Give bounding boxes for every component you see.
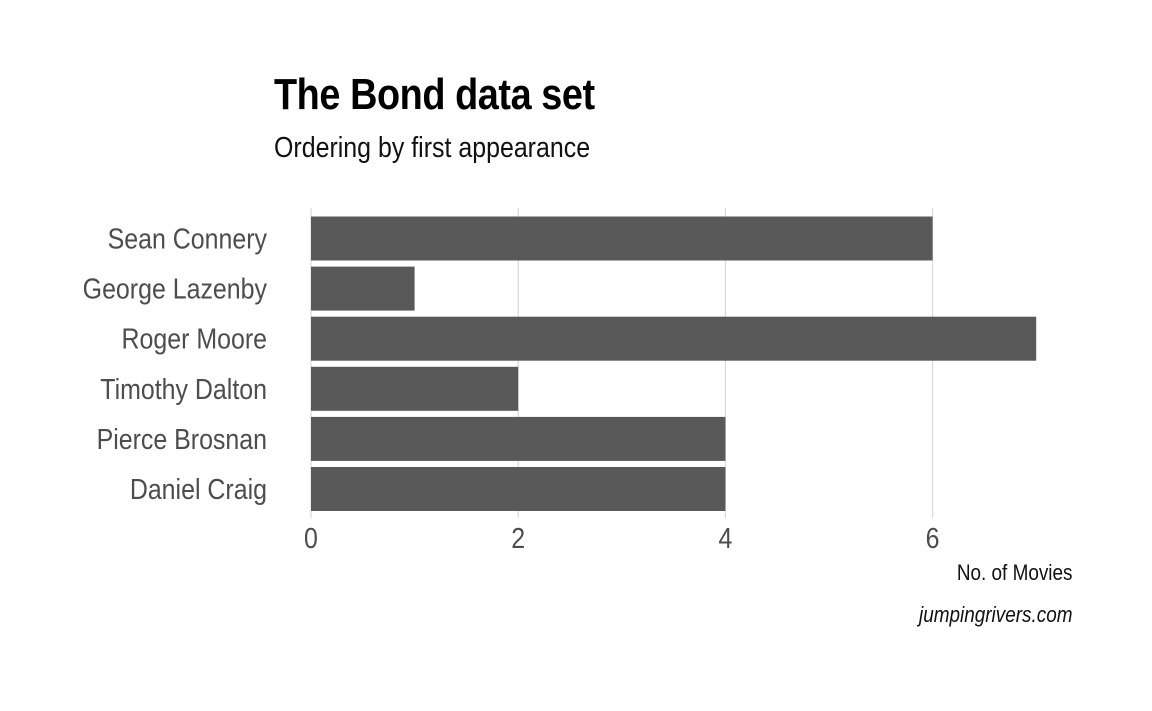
x-axis-label: No. of Movies [956,560,1072,585]
bar-george-lazenby [311,266,415,311]
chart-subtitle: Ordering by first appearance [274,132,591,164]
category-label: Sean Connery [108,223,268,255]
bar-sean-connery [311,216,933,261]
bar-roger-moore [311,316,1037,361]
category-label: Roger Moore [122,323,267,355]
category-label: Pierce Brosnan [97,423,267,455]
x-tick-label: 4 [718,522,732,554]
x-tick-label: 0 [304,522,318,554]
category-label: Daniel Craig [130,473,267,505]
bar-daniel-craig [311,467,726,511]
category-label: Timothy Dalton [100,373,267,405]
category-label: George Lazenby [83,273,268,305]
chart-caption: jumpingrivers.com [918,602,1072,627]
bar-timothy-dalton [311,366,519,411]
x-tick-label: 6 [926,522,940,554]
x-tick-label: 2 [511,522,525,554]
chart-title: The Bond data set [274,70,595,119]
bar-pierce-brosnan [311,416,726,461]
